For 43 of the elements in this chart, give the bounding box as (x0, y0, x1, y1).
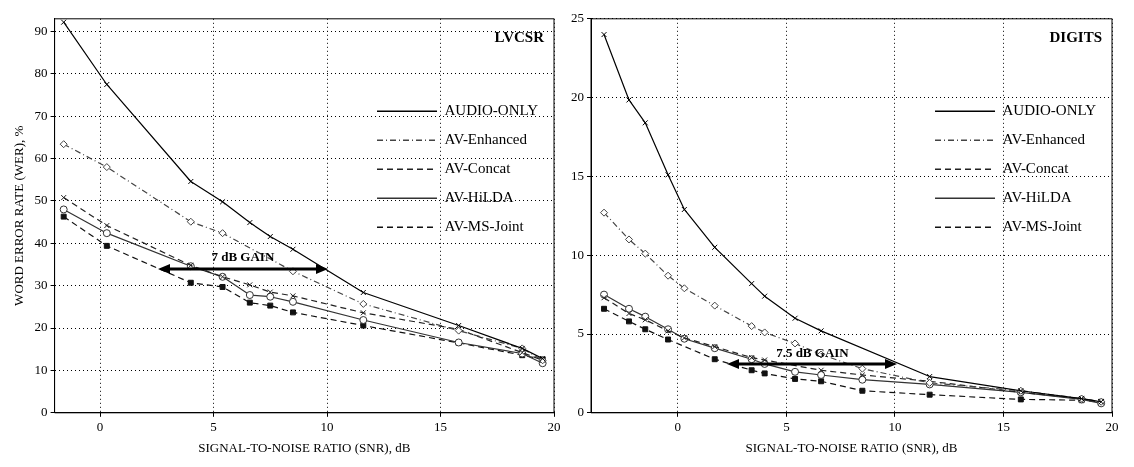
y-tick-label: 20 (34, 319, 48, 335)
y-tick-label: 90 (34, 22, 48, 38)
legend-label: AV-MS-Joint (1002, 218, 1083, 235)
y-tick-label: 40 (34, 234, 48, 250)
y-tick-label: 5 (577, 325, 584, 341)
y-tick-label: 10 (34, 361, 48, 377)
x-axis-title: SIGNAL-TO-NOISE RATIO (SNR), dB (198, 439, 411, 455)
x-tick-label: 20 (547, 419, 561, 435)
legend-label: AUDIO-ONLY (444, 102, 539, 119)
legend-label: AV-HiLDA (444, 189, 514, 206)
legend-label: AV-Concat (444, 160, 512, 177)
x-tick-label: 0 (674, 419, 682, 435)
text: DIGITS (1049, 29, 1102, 46)
y-tick-label: 70 (34, 107, 48, 123)
legend-label: AV-Concat (1002, 160, 1070, 177)
x-tick-label: 15 (434, 419, 447, 435)
annotation: 7 dB GAIN (211, 249, 275, 265)
legend-label: AV-Enhanced (444, 131, 528, 148)
y-tick-label: 30 (34, 277, 48, 293)
annotation: 7.5 dB GAIN (776, 344, 850, 360)
x-tick-label: 5 (783, 419, 790, 435)
y-axis-title: WORD ERROR RATE (WER), % (11, 125, 27, 306)
y-tick-label: 50 (34, 192, 48, 208)
y-tick-label: 0 (41, 404, 48, 420)
x-tick-label: 0 (96, 419, 104, 435)
x-tick-label: 10 (888, 419, 902, 435)
y-tick-label: 25 (571, 10, 584, 26)
x-tick-label: 5 (210, 419, 217, 435)
y-tick-label: 20 (571, 89, 584, 105)
legend-label: AV-MS-Joint (444, 218, 525, 235)
legend-label: AV-Enhanced (1002, 131, 1086, 148)
y-tick-label: 60 (34, 150, 48, 166)
y-tick-label: 15 (571, 167, 584, 183)
y-tick-label: 80 (34, 65, 48, 81)
x-tick-label: 20 (1105, 419, 1119, 435)
x-tick-label: 10 (320, 419, 334, 435)
x-tick-label: 15 (996, 419, 1010, 435)
y-tick-label: 0 (577, 404, 584, 420)
x-axis-title: SIGNAL-TO-NOISE RATIO (SNR), dB (745, 439, 958, 455)
text: LVCSR (494, 29, 545, 46)
legend-label: AUDIO-ONLY (1002, 102, 1097, 119)
legend-label: AV-HiLDA (1002, 189, 1072, 206)
y-tick-label: 10 (571, 246, 584, 262)
